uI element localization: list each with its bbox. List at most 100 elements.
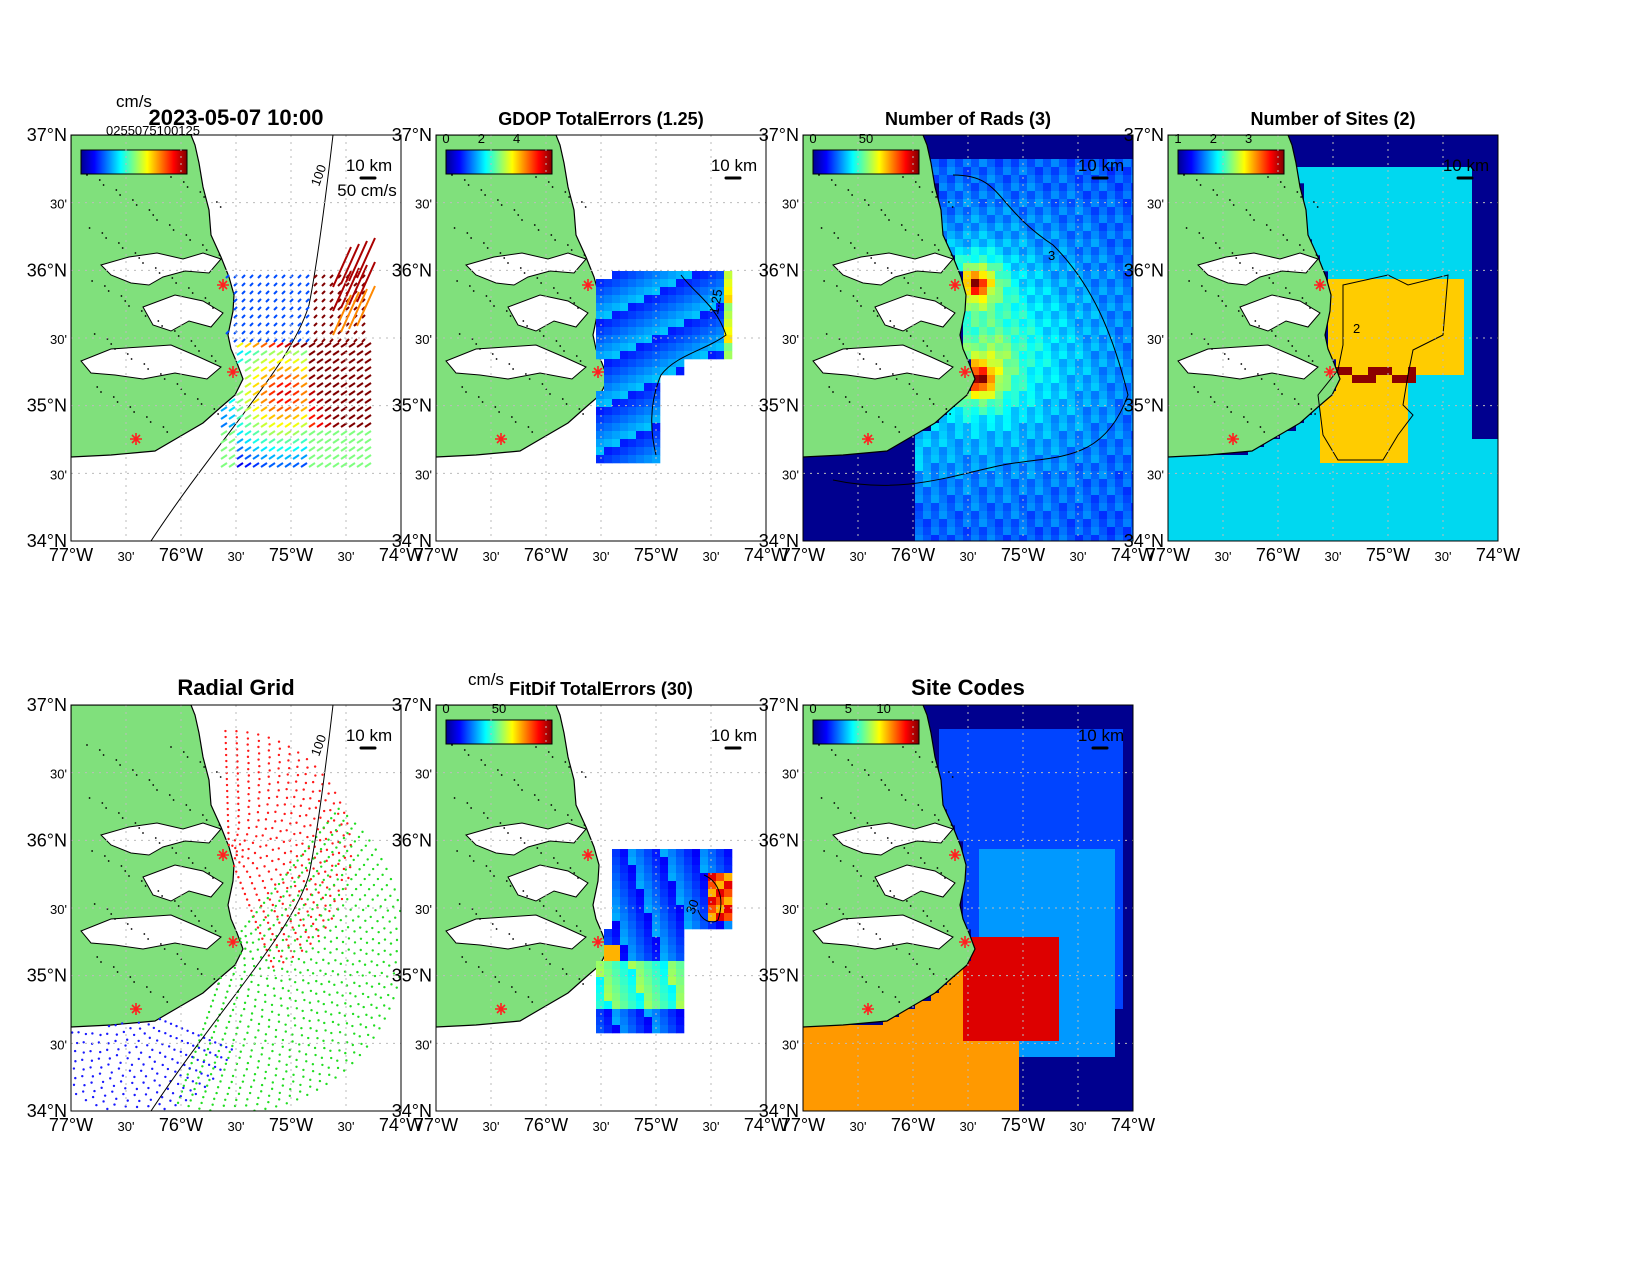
- coast-dot: [510, 416, 513, 418]
- coast-dot: [521, 789, 523, 791]
- coast-dot: [556, 862, 559, 864]
- lat-tick-label: 34°N: [27, 1101, 67, 1121]
- coast-dot: [1235, 257, 1238, 259]
- lon-tick-label: 30': [850, 1119, 867, 1134]
- hf-radar-site-marker: [130, 1003, 142, 1015]
- coast-dot: [541, 953, 544, 955]
- coast-dot: [472, 860, 475, 862]
- lon-tick-label: 74°W: [379, 1115, 423, 1135]
- coast-dot: [101, 232, 104, 234]
- coast-dot: [102, 184, 105, 186]
- coast-dot: [830, 749, 833, 751]
- coast-dot: [214, 360, 217, 362]
- coast-dot: [154, 837, 157, 839]
- coast-dot: [930, 920, 932, 922]
- hf-radar-site-marker: [592, 366, 604, 378]
- coast-dot: [926, 345, 929, 347]
- lat-tick-label: 30': [1147, 197, 1164, 212]
- coast-dot: [185, 234, 188, 236]
- hf-radar-site-marker: [130, 433, 142, 445]
- coast-dot: [582, 983, 585, 985]
- coast-dot: [1263, 431, 1266, 433]
- coast-dot: [98, 179, 101, 181]
- landmass: [803, 135, 976, 458]
- coast-dot: [494, 406, 497, 408]
- lat-tick-label: 37°N: [759, 125, 799, 145]
- coast-dot: [886, 267, 889, 269]
- coast-dot: [154, 267, 157, 269]
- coast-dot: [884, 214, 887, 216]
- coast-dot: [466, 802, 469, 804]
- coast-dot: [903, 847, 906, 849]
- coast-dot: [124, 300, 127, 302]
- isobath-label: 100: [308, 733, 330, 759]
- sound-water: [874, 294, 956, 332]
- sound-water: [832, 822, 954, 856]
- lat-tick-label: 37°N: [392, 695, 432, 715]
- coast-dot: [166, 1001, 169, 1003]
- coast-dot: [1305, 302, 1308, 304]
- lon-tick-label: 75°W: [1001, 545, 1045, 565]
- sound-water: [1197, 252, 1319, 286]
- coast-dot: [844, 396, 847, 398]
- coast-dot: [120, 295, 123, 297]
- scale-bar-label: 10 km: [1078, 726, 1124, 745]
- coast-dot: [551, 186, 554, 188]
- colorbar-tick-label: 0: [442, 131, 449, 146]
- coast-dot: [509, 885, 512, 887]
- lat-tick-label: 30': [50, 197, 67, 212]
- colorbar-tick-label: 1: [1174, 131, 1181, 146]
- coast-dot: [856, 300, 859, 302]
- coast-dot: [1265, 224, 1268, 226]
- coast-dot: [886, 837, 889, 839]
- coast-dot: [100, 391, 102, 393]
- coast-dot: [1221, 300, 1224, 302]
- coast-dot: [134, 252, 137, 254]
- coast-dot: [470, 807, 473, 809]
- coast-dot: [88, 227, 91, 229]
- hf-radar-site-marker: [592, 936, 604, 948]
- coast-dot: [498, 411, 501, 413]
- lon-tick-label: 77°W: [781, 1115, 825, 1135]
- coast-dot: [199, 761, 202, 763]
- coast-dot: [842, 343, 845, 345]
- scale-bar: 10 km: [1443, 156, 1489, 180]
- coast-dot: [881, 421, 884, 423]
- hf-radar-site-marker: [582, 849, 594, 861]
- num-sites-field: [1168, 135, 1498, 541]
- coast-dot: [186, 186, 189, 188]
- lon-tick-label: 30': [118, 1119, 135, 1134]
- coast-dot: [907, 282, 910, 284]
- colorbar-tick-label: 50: [492, 701, 506, 716]
- coast-dot: [1253, 219, 1255, 221]
- coast-dot: [894, 996, 897, 998]
- radial-points: [71, 729, 401, 1111]
- coast-dot: [508, 363, 511, 365]
- colorbar: [80, 149, 188, 175]
- lat-tick-label: 30': [50, 467, 67, 482]
- lat-tick-label: 36°N: [27, 260, 67, 280]
- coast-dot: [171, 847, 174, 849]
- coast-dot: [451, 174, 453, 176]
- coast-dot: [199, 191, 202, 193]
- lat-tick-label: 35°N: [759, 966, 799, 986]
- coast-dot: [862, 358, 865, 360]
- coast-dot: [528, 948, 531, 950]
- sound-water: [465, 822, 587, 856]
- sound-water: [812, 914, 954, 950]
- lon-tick-label: 74°W: [744, 545, 788, 565]
- coast-dot: [172, 799, 175, 801]
- coast-dot: [946, 930, 949, 932]
- contour-line: [697, 874, 722, 923]
- hf-radar-site-marker: [582, 279, 594, 291]
- coast-dot: [135, 204, 138, 206]
- coast-dot: [1218, 247, 1221, 249]
- coast-dot: [458, 903, 461, 905]
- coast-dot: [820, 797, 823, 799]
- hf-radar-site-marker: [862, 433, 874, 445]
- coast-dot: [563, 350, 565, 352]
- lat-tick-label: 37°N: [392, 125, 432, 145]
- coast-dot: [213, 978, 216, 980]
- coast-dot: [908, 953, 911, 955]
- lat-tick-label: 37°N: [1124, 125, 1164, 145]
